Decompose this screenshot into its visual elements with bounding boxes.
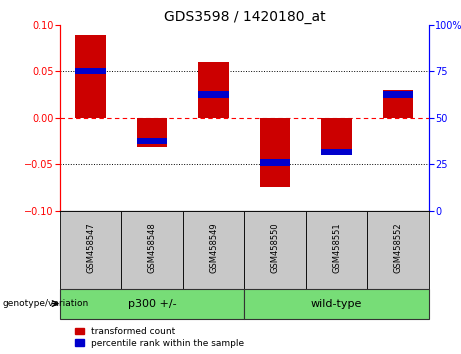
Bar [198,62,229,118]
Text: wild-type: wild-type [311,298,362,309]
Bar [75,68,106,74]
Bar [306,211,367,289]
Text: GSM458552: GSM458552 [394,223,402,273]
Bar [183,211,244,289]
Bar [244,289,429,319]
Bar [260,159,290,166]
Bar [60,289,244,319]
Text: genotype/variation: genotype/variation [2,299,89,308]
Text: p300 +/-: p300 +/- [128,298,177,309]
Bar [321,118,352,155]
Title: GDS3598 / 1420180_at: GDS3598 / 1420180_at [164,10,325,24]
Text: GSM458549: GSM458549 [209,223,218,273]
Bar [244,211,306,289]
Bar [321,149,352,155]
Text: GSM458550: GSM458550 [271,223,279,273]
Bar [60,211,121,289]
Bar [75,35,106,118]
Text: GSM458551: GSM458551 [332,223,341,273]
Bar [383,90,414,118]
Bar [137,138,167,144]
Legend: transformed count, percentile rank within the sample: transformed count, percentile rank withi… [74,325,246,349]
Bar [367,211,429,289]
Bar [383,91,414,98]
Bar [121,211,183,289]
Bar [260,118,290,187]
Bar [198,91,229,98]
Bar [137,118,167,147]
Text: GSM458547: GSM458547 [86,223,95,273]
Text: GSM458548: GSM458548 [148,223,157,273]
